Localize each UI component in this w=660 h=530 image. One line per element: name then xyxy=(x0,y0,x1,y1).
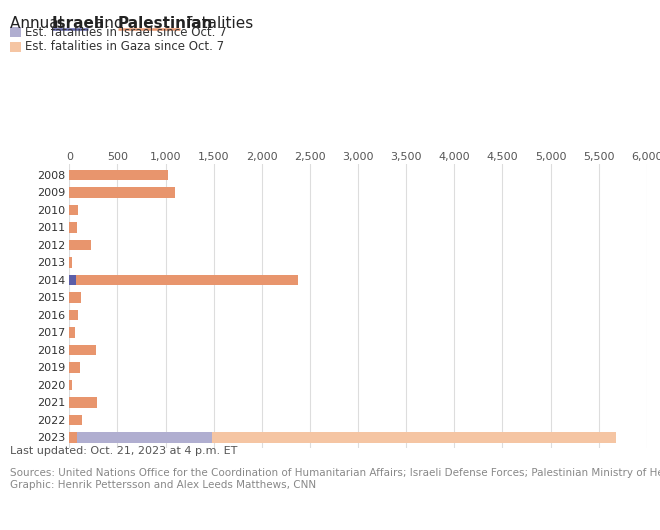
Bar xyxy=(10,27,21,37)
Bar xyxy=(69,344,96,355)
Bar xyxy=(69,362,80,373)
Bar xyxy=(69,222,77,233)
Bar xyxy=(69,205,78,215)
Bar xyxy=(69,292,81,303)
Text: Est. fatalities in Israel since Oct. 7: Est. fatalities in Israel since Oct. 7 xyxy=(25,25,226,39)
Bar xyxy=(76,275,298,285)
Bar xyxy=(212,432,616,443)
Bar xyxy=(69,397,97,408)
Text: Last updated: Oct. 21, 2023 at 4 p.m. ET: Last updated: Oct. 21, 2023 at 4 p.m. ET xyxy=(10,446,238,456)
Bar xyxy=(77,432,212,443)
Bar xyxy=(69,170,168,180)
Text: Palestinian: Palestinian xyxy=(118,16,213,31)
Text: Est. fatalities in Gaza since Oct. 7: Est. fatalities in Gaza since Oct. 7 xyxy=(25,40,224,54)
Bar xyxy=(69,187,175,198)
Bar xyxy=(10,42,21,52)
Bar xyxy=(69,275,76,285)
Text: Israeli: Israeli xyxy=(52,16,105,31)
Bar xyxy=(69,432,77,443)
Bar xyxy=(69,414,82,425)
Text: fatalities: fatalities xyxy=(182,16,253,31)
Bar xyxy=(69,240,92,250)
Bar xyxy=(69,310,79,320)
Bar xyxy=(69,379,72,390)
Text: Annual: Annual xyxy=(10,16,68,31)
Text: Sources: United Nations Office for the Coordination of Humanitarian Affairs; Isr: Sources: United Nations Office for the C… xyxy=(10,468,660,478)
Bar xyxy=(69,257,72,268)
Text: and: and xyxy=(90,16,129,31)
Bar xyxy=(69,327,75,338)
Text: Graphic: Henrik Pettersson and Alex Leeds Matthews, CNN: Graphic: Henrik Pettersson and Alex Leed… xyxy=(10,480,316,490)
